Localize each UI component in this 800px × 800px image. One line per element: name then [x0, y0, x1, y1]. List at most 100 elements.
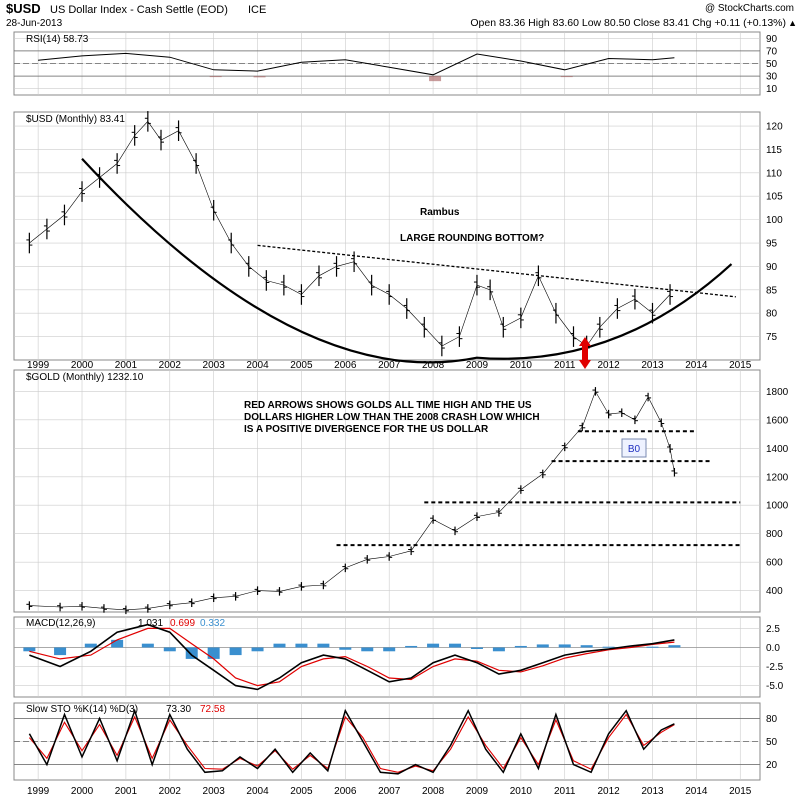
x-axis-label-top: 2007 [378, 360, 401, 371]
header-exchange: ICE [248, 4, 266, 16]
rsi-oversold-fill [560, 76, 573, 78]
usd-y-tick-label: 110 [766, 168, 782, 179]
macd-histogram-bar [54, 647, 67, 656]
usd-y-tick-label: 90 [766, 262, 778, 273]
usd-resistance-line [257, 244, 736, 298]
usd-annotation-rounding: LARGE ROUNDING BOTTOM? [400, 233, 544, 244]
macd-histogram-bar [111, 639, 124, 648]
rsi-title: RSI(14) 58.73 [26, 34, 89, 45]
x-axis-label-top: 2014 [685, 360, 708, 371]
usd-y-tick-label: 75 [766, 332, 778, 343]
sto-title: Slow STO %K(14) %D(3) [26, 704, 138, 715]
macd-histogram-bar [492, 647, 505, 652]
gold-y-tick-label: 1600 [766, 415, 789, 426]
gold-y-tick-label: 400 [766, 586, 783, 597]
x-axis-label-top: 2012 [597, 360, 620, 371]
sto-d-value: 72.58 [200, 704, 225, 715]
x-axis-label-bottom: 2008 [422, 786, 445, 797]
macd-histogram-bar [646, 646, 659, 648]
usd-y-tick-label: 105 [766, 192, 783, 203]
macd-histogram-bar [185, 647, 198, 659]
macd-y-tick-label: -5.0 [766, 681, 784, 692]
macd-histogram-bar [141, 643, 154, 648]
gold-title: $GOLD (Monthly) 1232.10 [26, 372, 144, 383]
header-name: US Dollar Index - Cash Settle (EOD) [50, 4, 228, 16]
macd-value: 1.031 [138, 618, 163, 629]
usd-y-tick-label: 95 [766, 239, 778, 250]
rsi-oversold-fill [253, 76, 266, 78]
sto-k-value: 73.30 [166, 704, 191, 715]
macd-histogram-bar [251, 647, 264, 652]
macd-histogram-bar [23, 647, 36, 652]
header-ohlc: Open 83.36 High 83.60 Low 80.50 Close 83… [470, 17, 786, 29]
macd-histogram-bar [317, 643, 330, 648]
macd-histogram-bar [163, 647, 176, 652]
macd-panel-frame [13, 616, 761, 698]
rsi-y-tick-label: 70 [766, 46, 778, 57]
gold-y-tick-label: 1000 [766, 501, 789, 512]
x-axis-label-top: 2004 [246, 360, 269, 371]
macd-hist-value: 0.332 [200, 618, 225, 629]
x-axis-label-bottom: 2000 [71, 786, 94, 797]
x-axis-label-bottom: 2011 [554, 786, 576, 797]
macd-histogram-bar [470, 647, 483, 649]
red-divergence-arrow [579, 337, 591, 369]
b0-label-box [621, 438, 647, 458]
usd-y-tick-label: 100 [766, 215, 783, 226]
rsi-y-tick-label: 30 [766, 72, 778, 83]
x-axis-label-top: 2006 [334, 360, 357, 371]
x-axis-label-top: 2013 [641, 360, 664, 371]
macd-histogram-bar [558, 644, 571, 648]
macd-histogram-bar [295, 643, 308, 648]
macd-histogram-bar [668, 645, 681, 648]
x-axis-label-bottom: 2015 [729, 786, 752, 797]
header-ohlc-arrow: ▲ [788, 18, 797, 28]
gold-panel-frame [13, 369, 761, 613]
x-axis-label-bottom: 2006 [334, 786, 357, 797]
macd-histogram-bar [580, 645, 593, 648]
x-axis-label-bottom: 2007 [378, 786, 401, 797]
macd-histogram-bar [602, 646, 615, 648]
x-axis-label-top: 2015 [729, 360, 752, 371]
rsi-oversold-fill [429, 76, 442, 82]
macd-y-tick-label: 2.5 [766, 624, 780, 635]
x-axis-label-top: 2008 [422, 360, 445, 371]
gold-annotation-line3: IS A POSITIVE DIVERGENCE FOR THE US DOLL… [244, 424, 489, 435]
macd-histogram-bar [514, 645, 527, 648]
usd-annotation-author: Rambus [420, 207, 460, 218]
header-symbol: $USD [6, 1, 41, 16]
rsi-y-tick-label: 50 [766, 59, 778, 70]
rsi-line [38, 52, 675, 76]
macd-y-tick-label: -2.5 [766, 662, 784, 673]
macd-histogram-bar [207, 647, 220, 659]
usd-price-line [29, 120, 671, 347]
rsi-oversold-fill [209, 76, 222, 78]
x-axis-label-bottom: 2001 [115, 786, 138, 797]
macd-signal-value: 0.699 [170, 618, 195, 629]
sto-y-tick-label: 80 [766, 714, 778, 725]
x-axis-label-top: 2009 [466, 360, 489, 371]
macd-histogram-bar [405, 645, 418, 648]
x-axis-label-bottom: 2005 [290, 786, 313, 797]
macd-histogram-bar [339, 647, 352, 650]
x-axis-label-bottom: 2003 [203, 786, 226, 797]
header-date: 28-Jun-2013 [6, 18, 63, 29]
gold-y-tick-label: 1400 [766, 444, 789, 455]
x-axis-label-bottom: 2013 [641, 786, 664, 797]
x-axis-label-bottom: 1999 [27, 786, 50, 797]
macd-signal-line [29, 627, 675, 687]
sto-y-tick-label: 50 [766, 737, 778, 748]
macd-histogram-bar [449, 643, 462, 648]
macd-histogram-bar [273, 643, 286, 648]
usd-y-tick-label: 115 [766, 145, 782, 156]
macd-histogram-bar [361, 647, 374, 652]
x-axis-label-bottom: 2004 [246, 786, 269, 797]
gold-annotation-line1: RED ARROWS SHOWS GOLDS ALL TIME HIGH AND… [244, 400, 532, 411]
x-axis-label-top: 2005 [290, 360, 313, 371]
x-axis-label-bottom: 2014 [685, 786, 708, 797]
rsi-y-tick-label: 10 [766, 84, 778, 95]
gold-annotation-line2: DOLLARS HIGHER LOW THAN THE 2008 CRASH L… [244, 412, 540, 423]
x-axis-label-bottom: 2002 [159, 786, 182, 797]
x-axis-label-top: 2003 [203, 360, 226, 371]
